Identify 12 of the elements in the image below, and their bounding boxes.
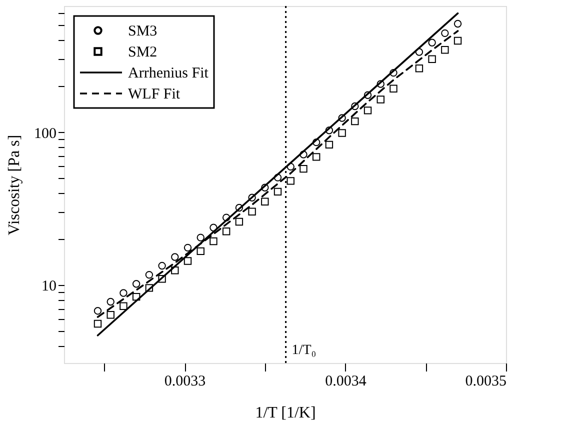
y-axis-title: Viscosity [Pa s]: [6, 134, 23, 236]
y-tick-label: 100: [34, 126, 56, 142]
legend-label: SM3: [128, 24, 158, 40]
x-tick-label: 0.0033: [164, 374, 206, 390]
legend-label: WLF Fit: [128, 86, 181, 102]
legend-label: Arrhenius Fit: [128, 66, 210, 82]
x-tick-label: 0.0034: [325, 374, 367, 390]
x-axis-title: 1/T [1/K]: [255, 404, 316, 422]
legend-label: SM2: [128, 44, 158, 60]
x-tick-label: 0.0035: [465, 374, 506, 390]
ref-line-label: 1/T₀: [292, 343, 316, 358]
y-tick-label: 10: [42, 278, 56, 295]
